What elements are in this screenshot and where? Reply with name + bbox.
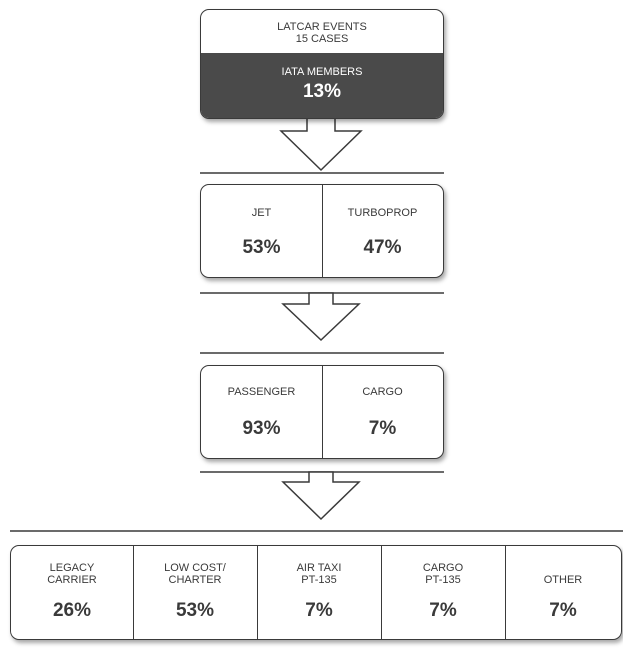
segment-divider	[133, 546, 134, 639]
mission-passenger-label: PASSENGER	[227, 386, 296, 398]
engine-turboprop-label: TURBOPROP	[347, 207, 418, 219]
mission-passenger-segment: PASSENGER 93%	[201, 366, 322, 458]
operator-cargo135-segment: CARGO PT-135 7%	[381, 546, 505, 639]
mission-cargo-label: CARGO	[362, 386, 403, 398]
operator-cargo135-label-line1: CARGO	[422, 562, 464, 574]
operator-other-segment: OTHER 7%	[505, 546, 621, 639]
segment-divider	[257, 546, 258, 639]
engine-jet-value: 53%	[242, 237, 281, 258]
operator-legacy-label-line1: LEGACY	[49, 562, 95, 574]
engine-turboprop-value: 47%	[363, 237, 402, 258]
operator-lowcost-label-line2: CHARTER	[168, 574, 222, 586]
operator-legacy-value: 26%	[52, 600, 92, 621]
mission-cargo-value: 7%	[368, 418, 397, 439]
operator-legacy-segment: LEGACY CARRIER 26%	[11, 546, 133, 639]
operator-airtaxi-value: 7%	[305, 600, 333, 621]
operator-airtaxi-label-line1: AIR TAXI	[296, 562, 342, 574]
segment-divider	[322, 185, 323, 277]
operator-other-label-line2: OTHER	[543, 574, 583, 586]
operator-type-box: LEGACY CARRIER 26% LOW COST/ CHARTER 53%…	[10, 545, 622, 640]
down-arrow-icon	[279, 116, 363, 172]
iata-members-band: IATA MEMBERS 13%	[201, 53, 443, 118]
operator-lowcost-value: 53%	[175, 600, 215, 621]
segment-divider	[381, 546, 382, 639]
down-arrow-icon	[281, 292, 361, 342]
engine-jet-segment: JET 53%	[201, 185, 322, 277]
mission-passenger-value: 93%	[242, 418, 281, 439]
operator-airtaxi-label-line2: PT-135	[301, 574, 337, 586]
operator-cargo135-value: 7%	[429, 600, 457, 621]
segment-divider	[505, 546, 506, 639]
operator-other-value: 7%	[549, 600, 577, 621]
engine-jet-label: JET	[251, 207, 272, 219]
down-arrow-icon	[281, 471, 361, 521]
operator-legacy-label-line2: CARRIER	[47, 574, 97, 586]
iata-members-label: IATA MEMBERS	[281, 66, 363, 78]
operator-lowcost-label-line1: LOW COST/	[164, 562, 226, 574]
engine-turboprop-segment: TURBOPROP 47%	[322, 185, 443, 277]
iata-members-value: 13%	[302, 81, 342, 102]
latcar-events-box: LATCAR EVENTS 15 CASES IATA MEMBERS 13%	[200, 9, 444, 119]
operator-airtaxi-segment: AIR TAXI PT-135 7%	[257, 546, 381, 639]
operator-lowcost-segment: LOW COST/ CHARTER 53%	[133, 546, 257, 639]
mission-type-box: PASSENGER 93% CARGO 7%	[200, 365, 444, 459]
engine-type-box: JET 53% TURBOPROP 47%	[200, 184, 444, 278]
title-line1: LATCAR EVENTS	[277, 21, 367, 33]
segment-divider	[322, 366, 323, 458]
operator-cargo135-label-line2: PT-135	[425, 574, 461, 586]
latcar-title: LATCAR EVENTS 15 CASES	[201, 21, 443, 45]
mission-cargo-segment: CARGO 7%	[322, 366, 443, 458]
title-line2: 15 CASES	[295, 33, 349, 45]
